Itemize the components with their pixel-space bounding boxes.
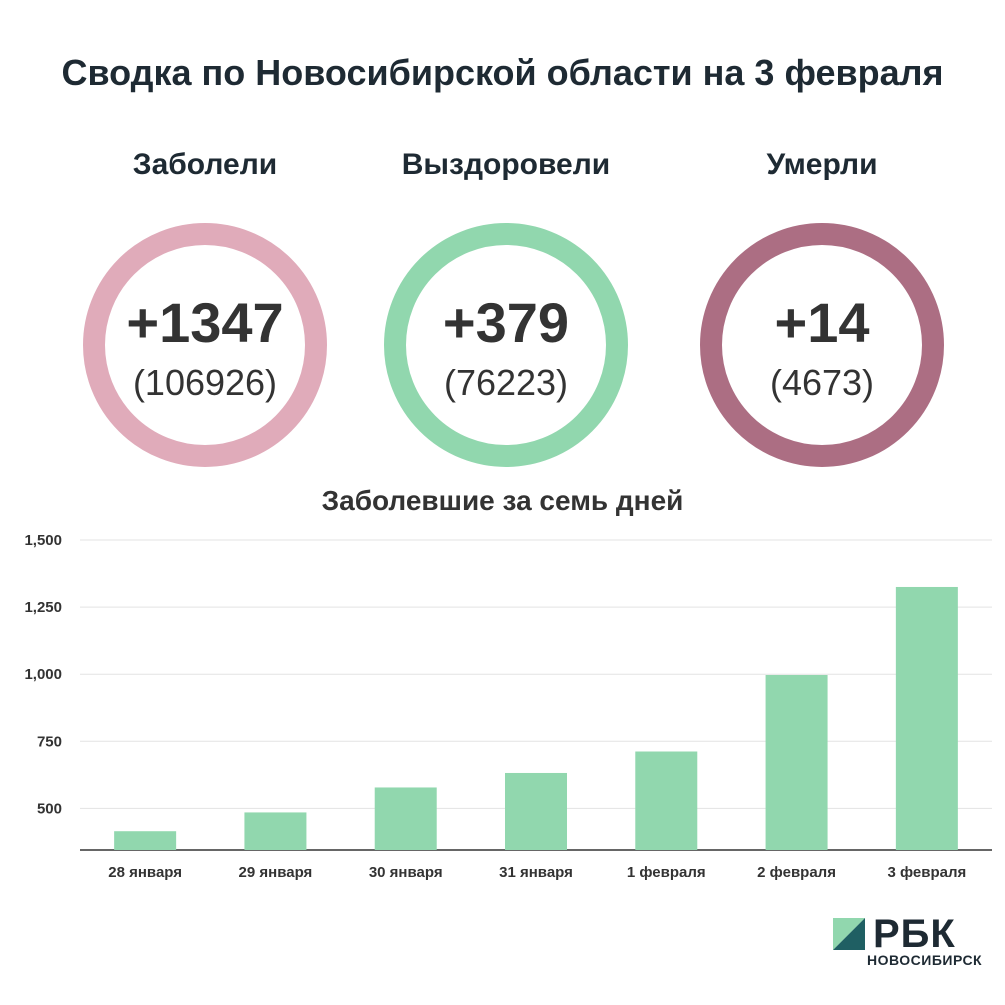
bar — [895, 586, 958, 850]
y-tick-label: 500 — [37, 800, 62, 817]
x-tick-label: 1 февраля — [627, 864, 706, 881]
y-tick-label: 1,250 — [24, 599, 62, 616]
x-tick-label: 29 января — [239, 864, 313, 881]
bar — [114, 831, 177, 850]
stat-cases-ring: +1347 (106926) — [83, 223, 327, 467]
stat-recovered-ring: +379 (76223) — [384, 223, 628, 467]
stat-recovered-label: Выздоровели — [401, 148, 611, 181]
stat-cases-label: Заболели — [132, 148, 278, 181]
stat-deaths-ring: +14 (4673) — [700, 223, 944, 467]
x-tick-label: 3 февраля — [887, 864, 966, 881]
stat-deaths-delta: +14 — [774, 291, 870, 354]
stat-recovered-delta: +379 — [442, 291, 570, 354]
stat-deaths: Умерли +14 (4673) — [672, 145, 972, 467]
y-tick-label: 750 — [37, 733, 62, 750]
bar-chart: 500 750 1,000 1,250 1,500 28 января 29 января 3… — [24, 532, 992, 881]
bar — [765, 675, 828, 850]
bar — [244, 812, 307, 850]
chart-title: Заболевшие за семь дней — [321, 485, 684, 516]
page-title: Сводка по Новосибирской области на 3 фев… — [61, 52, 944, 93]
stat-deaths-label: Умерли — [766, 148, 878, 181]
bar — [505, 772, 567, 850]
rbc-logo-mark-icon — [833, 918, 865, 950]
stat-cases: Заболели +1347 (106926) — [55, 145, 355, 467]
stat-recovered: Выздоровели +379 (76223) — [356, 145, 656, 467]
stat-cases-delta: +1347 — [126, 291, 284, 354]
stat-recovered-total: (76223) — [443, 362, 569, 403]
x-tick-label: 30 января — [369, 864, 443, 881]
x-tick-label: 2 февраля — [757, 864, 836, 881]
stat-deaths-total: (4673) — [769, 362, 875, 403]
x-tick-label: 28 января — [108, 864, 182, 881]
x-tick-label: 31 января — [499, 864, 573, 881]
bar — [635, 751, 698, 850]
bar — [374, 787, 437, 850]
y-tick-label: 1,500 — [24, 532, 62, 549]
rbc-logo: РБК НОВОСИБИРСК — [833, 912, 998, 970]
rbc-logo-region: НОВОСИБИРСК — [867, 952, 983, 968]
rbc-logo-brand: РБК — [873, 912, 956, 956]
stat-cases-total: (106926) — [132, 362, 278, 403]
y-tick-label: 1,000 — [24, 666, 62, 683]
